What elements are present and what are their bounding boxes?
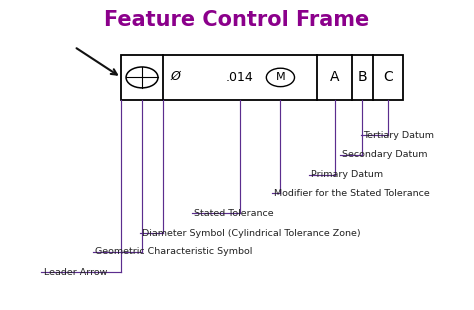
Text: Modifier for the Stated Tolerance: Modifier for the Stated Tolerance	[274, 189, 429, 198]
Text: Leader Arrow: Leader Arrow	[44, 268, 107, 277]
Circle shape	[266, 68, 294, 86]
Text: Secondary Datum: Secondary Datum	[342, 150, 428, 160]
Circle shape	[126, 67, 158, 88]
Bar	[121, 55, 403, 100]
Text: M: M	[275, 73, 285, 82]
Text: .014: .014	[226, 71, 254, 84]
Text: Geometric Characteristic Symbol: Geometric Characteristic Symbol	[95, 247, 253, 256]
Text: Tertiary Datum: Tertiary Datum	[363, 131, 434, 140]
Text: A: A	[330, 70, 339, 84]
Text: Primary Datum: Primary Datum	[311, 170, 383, 179]
Text: B: B	[358, 70, 367, 84]
Text: C: C	[383, 70, 392, 84]
Text: Ø: Ø	[171, 70, 181, 83]
Text: Feature Control Frame: Feature Control Frame	[104, 10, 369, 30]
Text: Diameter Symbol (Cylindrical Tolerance Zone): Diameter Symbol (Cylindrical Tolerance Z…	[142, 229, 361, 238]
Text: Stated Tolerance: Stated Tolerance	[194, 209, 273, 218]
